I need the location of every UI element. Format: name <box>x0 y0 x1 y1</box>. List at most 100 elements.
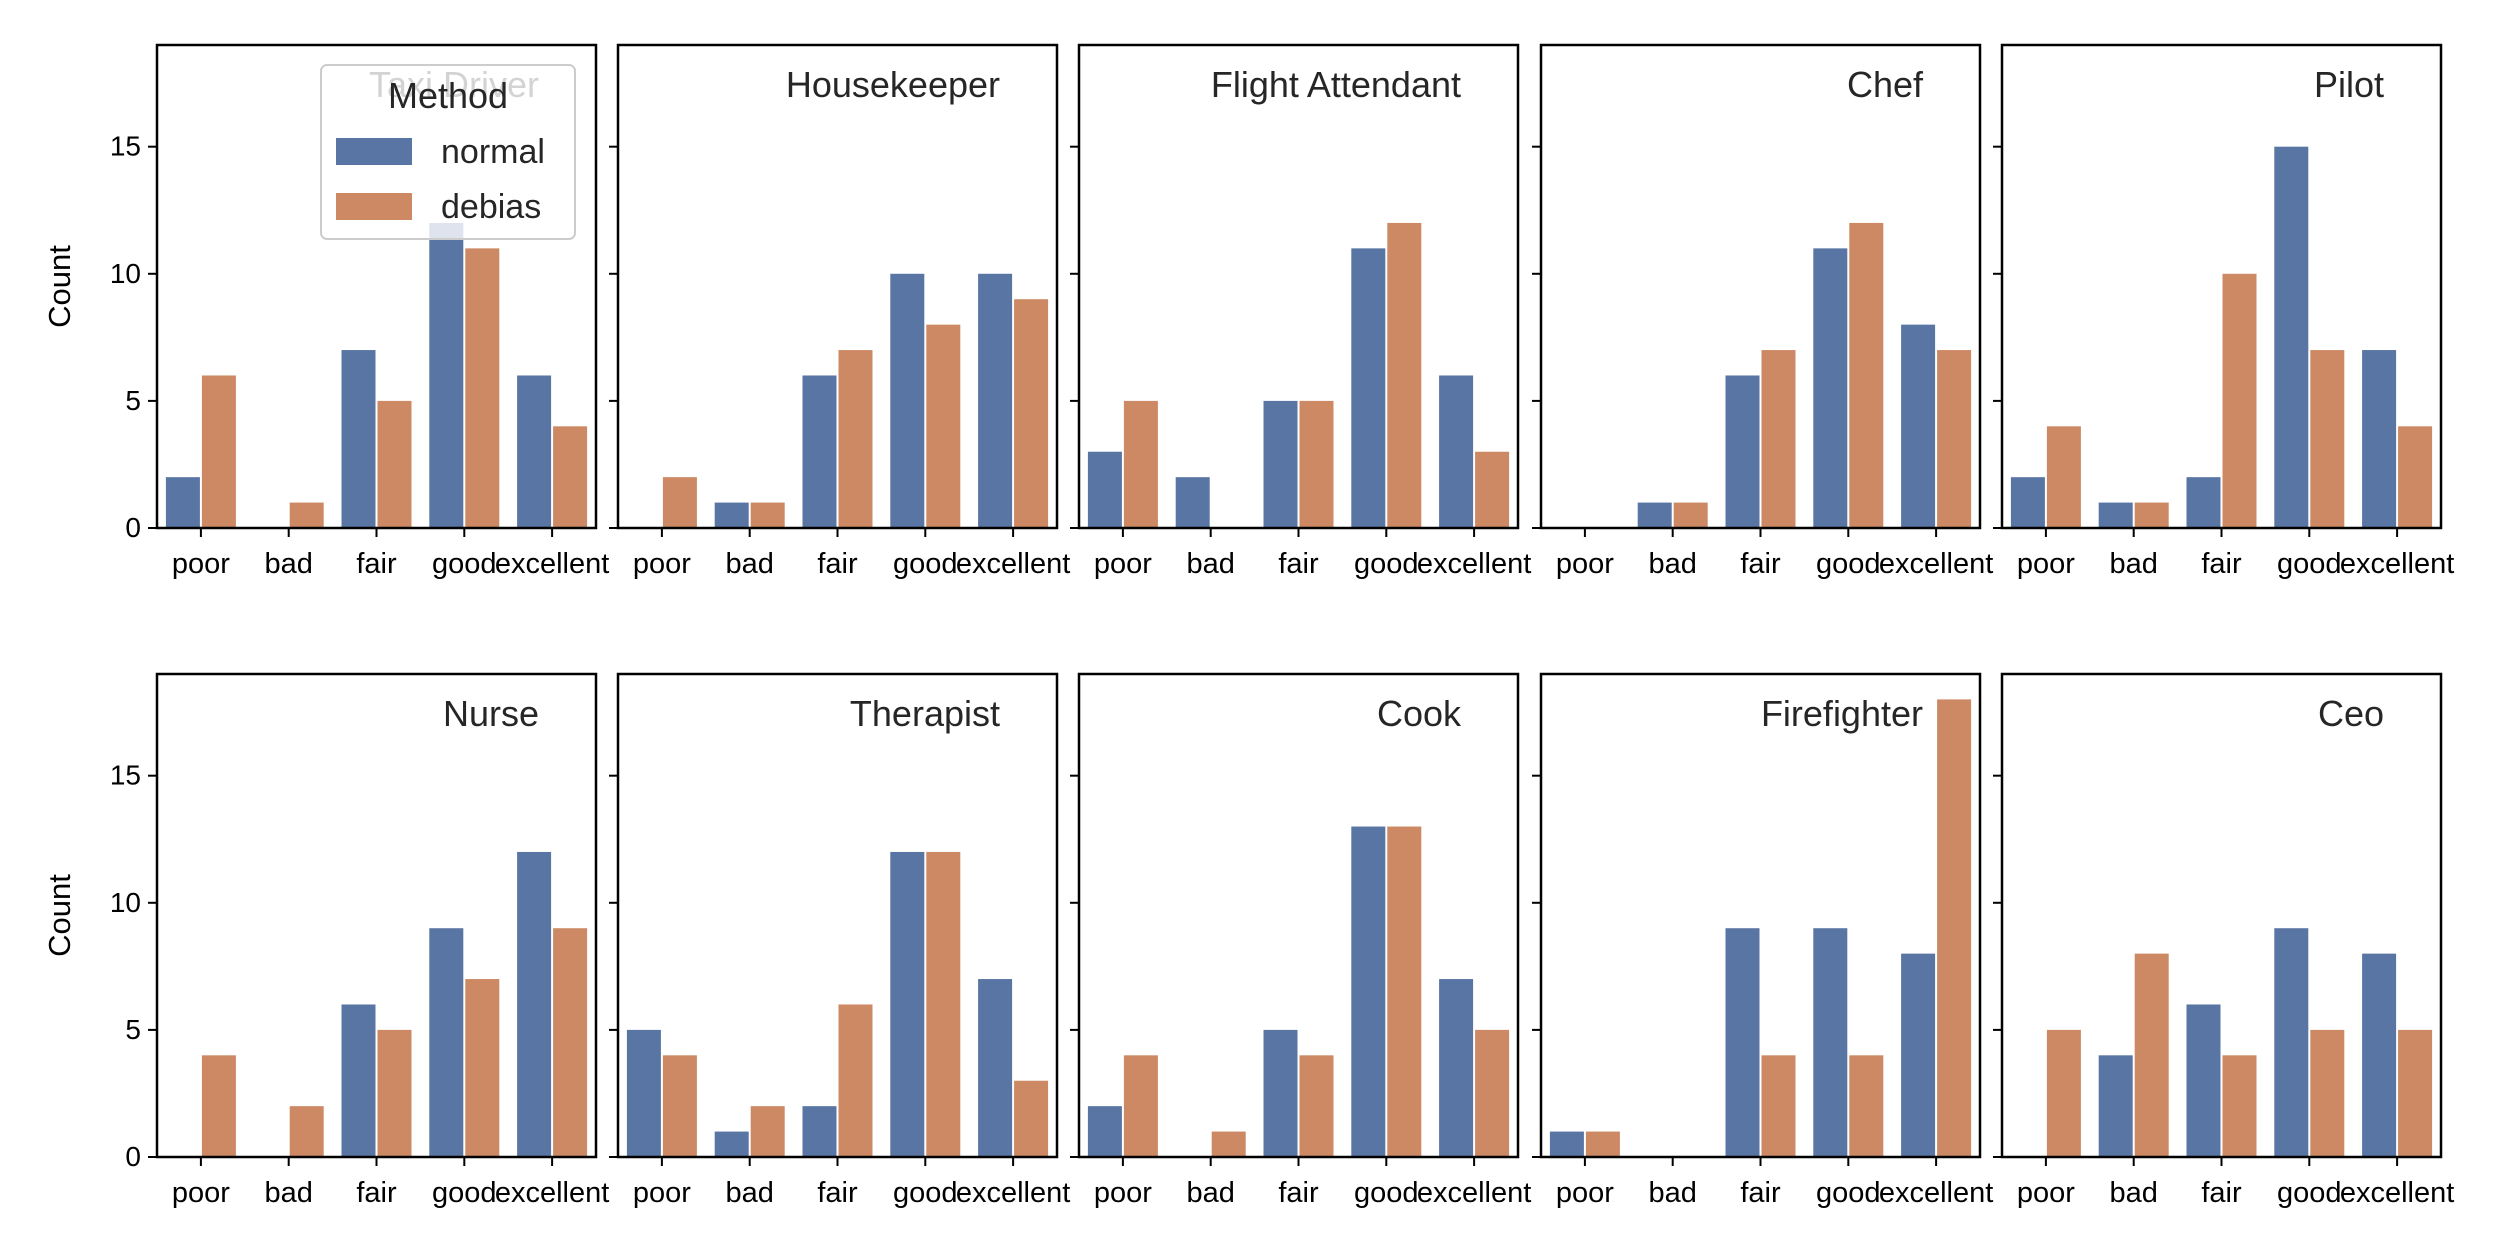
bar-debias-poor <box>2046 1029 2081 1157</box>
bar-normal-good <box>890 273 925 528</box>
bar-normal-excellent <box>1439 979 1474 1157</box>
bar-debias-excellent <box>1937 699 1972 1157</box>
bar-normal-bad <box>2098 502 2133 528</box>
y-tick-label: 15 <box>110 760 141 791</box>
bar-debias-excellent <box>553 426 588 528</box>
y-tick-label: 5 <box>125 385 141 416</box>
bar-normal-poor <box>2010 477 2045 528</box>
x-tick-label: excellent <box>495 548 609 580</box>
bar-normal-good <box>1813 928 1848 1157</box>
x-tick-label: poor <box>2017 548 2075 580</box>
bar-debias-excellent <box>2398 426 2433 528</box>
bar-normal-good <box>2274 928 2309 1157</box>
y-tick-label: 15 <box>110 131 141 162</box>
x-tick-label: poor <box>633 548 691 580</box>
bar-debias-good <box>465 979 500 1157</box>
bar-debias-bad <box>750 502 785 528</box>
x-tick-label: poor <box>633 1177 691 1209</box>
bar-debias-excellent <box>1475 1029 1510 1157</box>
bar-normal-good <box>1351 248 1386 529</box>
bar-debias-good <box>926 851 961 1157</box>
x-tick-label: fair <box>1278 1177 1319 1209</box>
bar-normal-poor <box>626 1029 661 1157</box>
bar-debias-poor <box>662 477 697 528</box>
bar-debias-good <box>2310 350 2345 528</box>
bar-normal-fair <box>1263 1029 1298 1157</box>
panel-title: Flight Attendant <box>1211 64 1461 105</box>
bar-normal-excellent <box>978 273 1013 528</box>
x-tick-label: poor <box>1556 548 1614 580</box>
bar-debias-poor <box>662 1055 697 1157</box>
bar-normal-poor <box>1087 451 1122 528</box>
x-tick-label: poor <box>1094 1177 1152 1209</box>
bar-normal-bad <box>2098 1055 2133 1157</box>
x-tick-label: excellent <box>1417 548 1531 580</box>
x-tick-label: poor <box>1556 1177 1614 1209</box>
bar-normal-good <box>1351 826 1386 1157</box>
panel-title: Chef <box>1847 64 1924 105</box>
bar-debias-fair <box>1299 400 1334 528</box>
panel-title: Firefighter <box>1761 693 1923 734</box>
panel-frame <box>155 43 598 530</box>
panel-frame <box>1539 43 1982 530</box>
x-tick-label: excellent <box>2340 1177 2454 1209</box>
bar-debias-good <box>926 324 961 528</box>
x-tick-label: bad <box>265 1177 313 1209</box>
x-tick-label: bad <box>265 548 313 580</box>
bar-normal-fair <box>341 350 376 528</box>
y-tick-label: 10 <box>110 258 141 289</box>
bar-normal-fair <box>2186 477 2221 528</box>
panel-title: Cook <box>1377 693 1462 734</box>
x-tick-label: bad <box>2110 548 2158 580</box>
panel-title: Therapist <box>850 693 1000 734</box>
bar-debias-poor <box>201 1055 236 1157</box>
x-tick-label: excellent <box>956 1177 1070 1209</box>
x-tick-label: bad <box>2110 1177 2158 1209</box>
bar-normal-excellent <box>1901 324 1936 528</box>
x-tick-label: good <box>1354 1177 1419 1209</box>
x-tick-label: bad <box>1649 1177 1697 1209</box>
panel-frame <box>616 672 1059 1159</box>
y-axis-label: Count <box>42 245 77 328</box>
panel-frame <box>1077 672 1520 1159</box>
x-tick-label: bad <box>726 1177 774 1209</box>
y-tick-label: 0 <box>125 512 141 543</box>
bar-normal-bad <box>714 1131 749 1157</box>
x-tick-label: excellent <box>1417 1177 1531 1209</box>
x-tick-label: fair <box>356 1177 397 1209</box>
bar-debias-excellent <box>2398 1029 2433 1157</box>
x-tick-label: good <box>893 1177 958 1209</box>
bar-debias-bad <box>2134 953 2169 1157</box>
bar-normal-excellent <box>1439 375 1474 528</box>
bar-normal-excellent <box>2362 350 2397 528</box>
x-tick-label: excellent <box>1879 1177 1993 1209</box>
x-tick-label: fair <box>817 1177 858 1209</box>
x-tick-label: fair <box>2201 1177 2242 1209</box>
bar-debias-poor <box>201 375 236 528</box>
bar-debias-excellent <box>1937 350 1972 528</box>
bar-debias-good <box>465 248 500 529</box>
bar-debias-fair <box>377 1029 412 1157</box>
bar-debias-fair <box>2222 273 2257 528</box>
bar-debias-good <box>2310 1029 2345 1157</box>
bar-normal-fair <box>802 1106 837 1157</box>
bar-debias-excellent <box>1014 1080 1049 1157</box>
bar-debias-poor <box>1585 1131 1620 1157</box>
x-tick-label: fair <box>1740 548 1781 580</box>
x-tick-label: fair <box>356 548 397 580</box>
x-tick-label: fair <box>2201 548 2242 580</box>
x-tick-label: good <box>1354 548 1419 580</box>
x-tick-label: bad <box>1187 1177 1235 1209</box>
bar-normal-poor <box>1549 1131 1584 1157</box>
bar-debias-good <box>1387 222 1422 528</box>
panel-taxi-driver: 051015poorbadfairgoodexcellentTaxi Drive… <box>110 43 609 580</box>
x-tick-label: good <box>2277 1177 2342 1209</box>
bar-normal-good <box>890 851 925 1157</box>
panel-frame <box>2000 672 2443 1159</box>
bar-debias-fair <box>1761 1055 1796 1157</box>
bar-normal-good <box>429 928 464 1157</box>
bar-debias-bad <box>289 1106 324 1157</box>
